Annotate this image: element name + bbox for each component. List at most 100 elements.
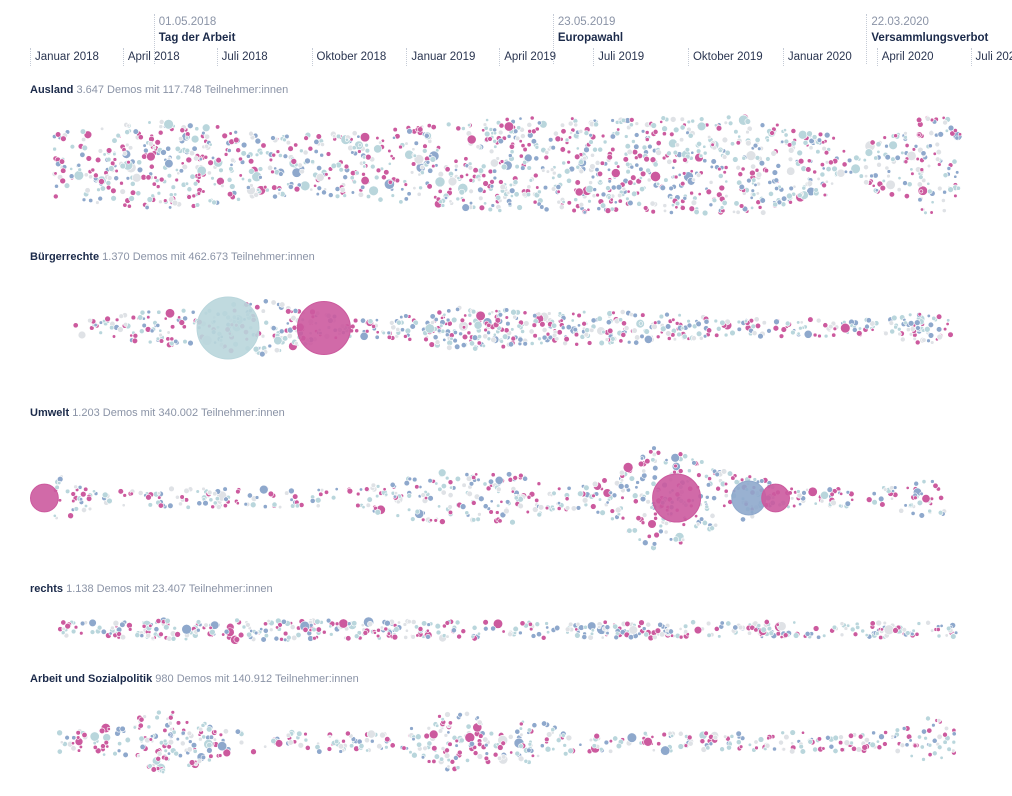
demo-dot (494, 475, 504, 485)
demo-dot (497, 518, 503, 524)
demo-dot (790, 128, 797, 134)
demo-dot (650, 122, 657, 129)
demo-dot (661, 731, 667, 738)
demo-dot (610, 516, 615, 522)
demo-dot (947, 331, 954, 338)
demo-dot (471, 474, 477, 481)
demo-dot (943, 327, 948, 332)
demo-dot (137, 490, 144, 496)
demo-dot (801, 490, 807, 496)
demo-dot (659, 184, 666, 191)
demo-dot (697, 192, 702, 197)
demo-dot (488, 148, 495, 155)
demo-dot (733, 479, 740, 486)
demo-dot (461, 325, 467, 330)
demo-dot (666, 336, 672, 341)
demo-dot (507, 201, 513, 207)
demo-dot (759, 122, 766, 128)
demo-dot (460, 342, 467, 349)
demo-dot (706, 632, 712, 638)
demo-dot (64, 622, 71, 630)
demo-dot (699, 738, 706, 745)
demo-dot (476, 753, 484, 760)
demo-dot (584, 327, 590, 333)
demo-dot (666, 158, 673, 165)
demo-dot (953, 193, 958, 199)
demo-dot (939, 755, 944, 760)
demo-dot (723, 481, 729, 487)
demo-dot (656, 741, 662, 747)
demo-dot (578, 159, 585, 166)
demo-dot (832, 326, 838, 332)
demo-dot (357, 191, 364, 198)
demo-dot (695, 148, 702, 154)
demo-dot (404, 141, 409, 146)
demo-dot (627, 340, 632, 345)
demo-dot (735, 209, 741, 215)
demo-dot (518, 726, 523, 731)
demo-dot (350, 150, 355, 155)
demo-dot (233, 136, 240, 144)
demo-dot (677, 451, 684, 457)
demo-dot (865, 317, 872, 324)
demo-dot (772, 324, 780, 332)
demo-dot (585, 184, 594, 194)
demo-dot (882, 741, 888, 747)
demo-dot (780, 730, 785, 736)
demo-dot (318, 491, 324, 497)
demo-dot (206, 747, 213, 754)
demo-dot (705, 620, 712, 627)
demo-dot (365, 193, 372, 200)
demo-dot (282, 137, 287, 143)
demo-dot (59, 177, 66, 185)
demo-dot (178, 168, 184, 174)
category-stats: 1.370 Demos mit 462.673 Teilnehmer:innen (102, 251, 315, 263)
demo-dot (248, 130, 254, 137)
demo-dot (723, 493, 729, 499)
demo-dot (148, 737, 153, 742)
demo-dot (498, 179, 504, 185)
demo-dot (370, 738, 375, 744)
demo-dot (446, 344, 453, 351)
demo-dot (711, 495, 717, 501)
demo-dot (119, 162, 127, 170)
event-name: Europawahl (557, 32, 624, 44)
demo-dot (805, 487, 810, 492)
demo-dot (132, 333, 139, 339)
demo-dot (60, 619, 67, 626)
demo-dot (447, 492, 454, 499)
demo-dot (631, 190, 638, 197)
demo-dot (464, 710, 470, 717)
demo-dot (404, 628, 409, 633)
demo-dot (695, 320, 702, 328)
demo-dot (541, 334, 548, 341)
demo-dot (518, 472, 524, 479)
demo-dot (498, 122, 505, 129)
demo-dot (650, 171, 661, 182)
demo-dot (888, 140, 898, 150)
demo-dot (570, 116, 575, 121)
demo-dot (366, 729, 376, 739)
demo-dot (754, 745, 759, 751)
demo-dot (163, 748, 168, 753)
demo-dot (463, 156, 469, 162)
demo-dot (884, 154, 891, 161)
demo-dot (648, 449, 654, 455)
demo-dot (735, 739, 742, 745)
demo-dot (913, 480, 919, 487)
demo-dot (653, 516, 658, 521)
demo-dot (674, 321, 680, 326)
demo-dot (530, 138, 537, 145)
demo-dot (212, 737, 217, 742)
demo-dot (319, 152, 325, 158)
demo-dot (556, 506, 562, 511)
demo-dot (137, 314, 144, 321)
demo-dot (357, 149, 362, 154)
demo-dot (437, 714, 442, 719)
demo-dot (167, 720, 173, 726)
demo-dot (556, 329, 563, 336)
demo-dot (309, 187, 314, 192)
demo-dot (551, 507, 556, 512)
demo-dot (522, 475, 529, 482)
demo-dot (492, 175, 498, 181)
